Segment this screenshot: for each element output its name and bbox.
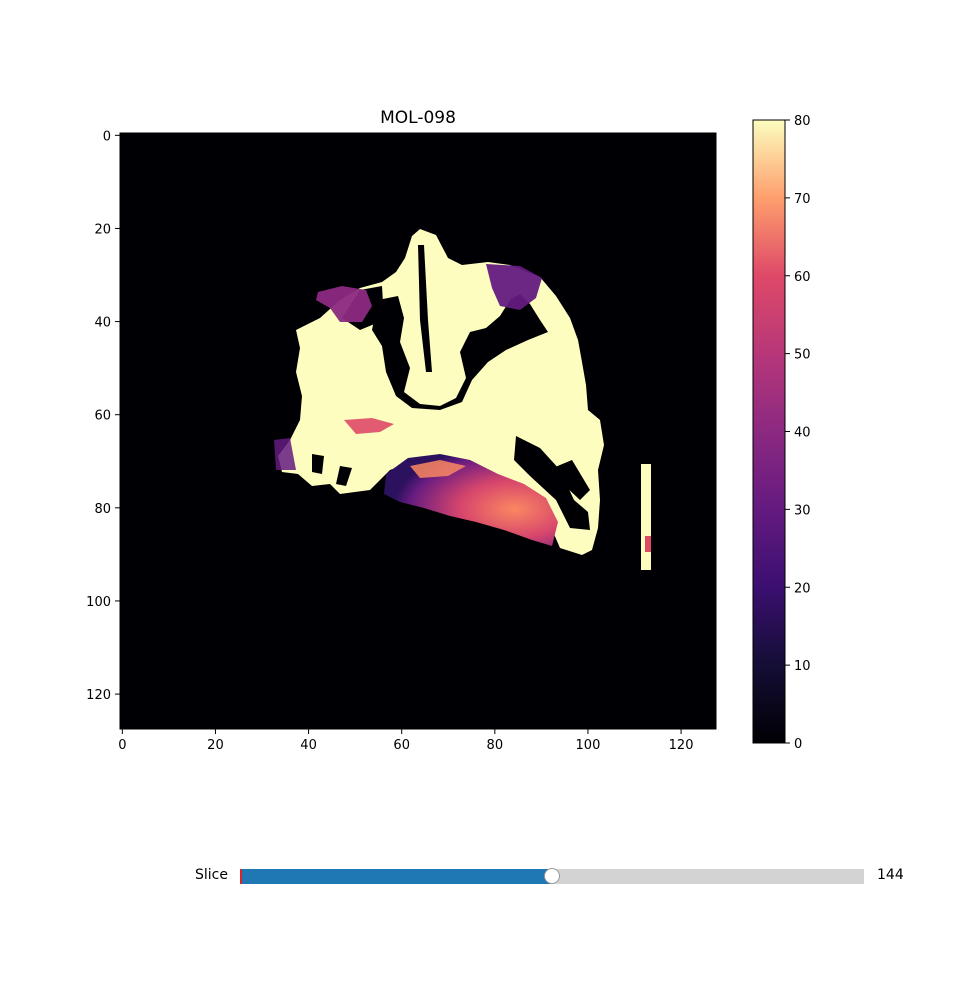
colorbar-gradient bbox=[753, 120, 785, 743]
x-tick-label: 80 bbox=[487, 738, 504, 753]
colorbar-tick-label: 30 bbox=[794, 503, 811, 518]
x-tick-label: 60 bbox=[393, 738, 410, 753]
slice-slider[interactable] bbox=[240, 868, 864, 884]
tissue-region-warm-upper bbox=[410, 460, 466, 478]
colorbar-axis: 0 10 20 30 40 50 60 70 80 bbox=[785, 114, 811, 752]
slider-label: Slice bbox=[195, 867, 228, 883]
tissue-bar-right-tip bbox=[645, 536, 651, 552]
tissue-patch-mid-left bbox=[344, 418, 394, 434]
y-tick-label: 20 bbox=[94, 222, 111, 237]
tissue-patch-upper-left bbox=[316, 286, 372, 322]
colorbar-tick-label: 20 bbox=[794, 581, 811, 596]
y-tick-label: 60 bbox=[94, 409, 111, 424]
tissue-bar-right bbox=[641, 464, 651, 570]
y-tick-label: 0 bbox=[103, 129, 111, 144]
y-tick-label: 100 bbox=[86, 595, 111, 610]
slider-handle[interactable] bbox=[544, 868, 560, 884]
image-frame bbox=[119, 132, 717, 730]
y-tick-label: 80 bbox=[94, 502, 111, 517]
colorbar-tick-label: 0 bbox=[794, 737, 802, 752]
tissue-patch-upper-right bbox=[486, 264, 542, 310]
colorbar-tick-label: 70 bbox=[794, 192, 811, 207]
cavity-left bbox=[372, 294, 548, 410]
y-axis: 0 20 40 60 80 100 120 bbox=[86, 129, 120, 703]
x-tick-label: 20 bbox=[207, 738, 224, 753]
x-tick-label: 0 bbox=[118, 738, 126, 753]
plot-title: MOL-098 bbox=[380, 108, 456, 128]
cavity-lower-mid bbox=[336, 466, 352, 486]
cavity-lower-left bbox=[312, 454, 324, 474]
cavity-right-2 bbox=[548, 460, 590, 500]
x-tick-label: 120 bbox=[669, 738, 694, 753]
x-tick-label: 40 bbox=[300, 738, 317, 753]
colorbar-tick-label: 40 bbox=[794, 426, 811, 441]
tissue-patch-left-edge bbox=[274, 438, 296, 470]
y-tick-label: 40 bbox=[94, 316, 111, 331]
cavity-right-1 bbox=[514, 436, 590, 530]
slider-min-marker bbox=[240, 869, 242, 884]
colorbar-tick-label: 50 bbox=[794, 348, 811, 363]
x-tick-label: 100 bbox=[576, 738, 601, 753]
slider-fill bbox=[240, 869, 552, 884]
x-axis: 0 20 40 60 80 100 120 bbox=[118, 729, 693, 753]
slice-image bbox=[274, 229, 651, 570]
colorbar-tick-label: 60 bbox=[794, 270, 811, 285]
y-tick-label: 120 bbox=[86, 688, 111, 703]
colorbar-tick-label: 10 bbox=[794, 659, 811, 674]
slider-value: 144 bbox=[877, 867, 904, 883]
colorbar-tick-label: 80 bbox=[794, 114, 811, 129]
cavity-septum bbox=[418, 245, 432, 372]
